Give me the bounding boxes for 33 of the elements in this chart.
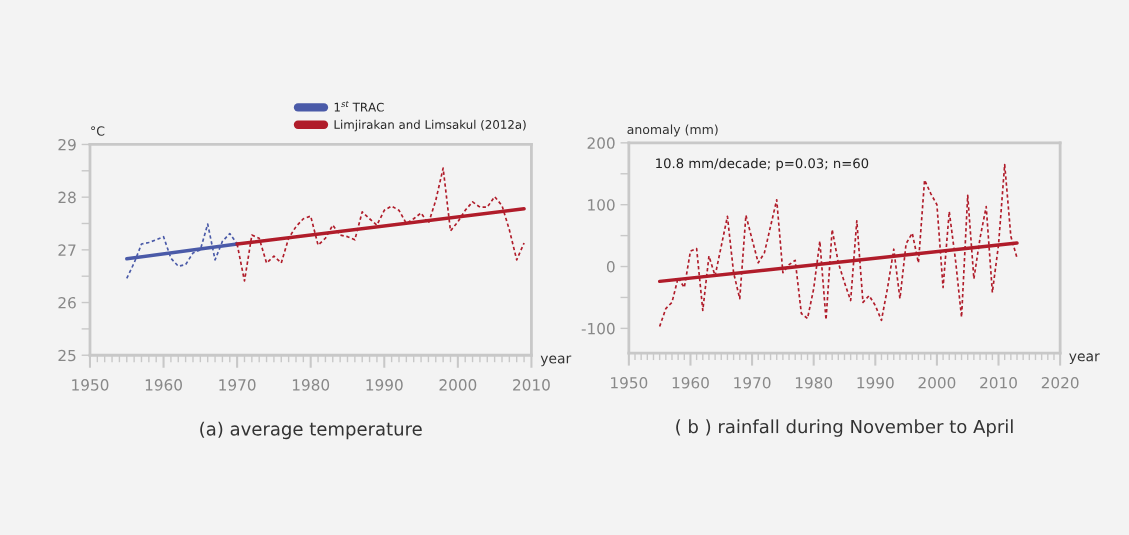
- x-tick-label: 1960: [672, 376, 709, 389]
- y-tick-label: 26: [58, 297, 76, 309]
- y-tick-label: 29: [58, 138, 76, 151]
- y-tick-label: 100: [588, 199, 615, 211]
- x-tick-label: 2020: [1041, 376, 1079, 389]
- x-axis-title: year: [1069, 353, 1100, 365]
- x-tick-label: 1960: [145, 379, 182, 391]
- x-tick-label: 2010: [980, 376, 1017, 389]
- x-tick-label: 1980: [795, 376, 833, 389]
- y-tick-label: 0: [606, 260, 615, 273]
- y-tick-label: 28: [58, 191, 76, 204]
- x-tick-label: 1990: [366, 379, 403, 391]
- legend-label: 1$^{st}$ TRAC: [334, 101, 384, 112]
- y-tick-label: 27: [58, 244, 76, 256]
- y-tick-label: 200: [587, 137, 615, 149]
- y-axis-title: anomaly (mm): [627, 124, 718, 137]
- x-tick-label: 2000: [918, 376, 956, 389]
- annotation: 10.8 mm/decade; p=0.03; n=60: [656, 158, 869, 171]
- x-tick-label: 1980: [292, 379, 330, 391]
- x-tick-label: 1950: [611, 376, 648, 389]
- text: (a) average temperature: [200, 421, 422, 440]
- y-axis-title: °C: [91, 126, 105, 136]
- y-tick-label: -100: [581, 322, 615, 335]
- x-tick-label: 1970: [734, 376, 771, 389]
- x-tick-label: 1970: [219, 379, 256, 391]
- x-tick-label: 2000: [439, 379, 477, 391]
- x-tick-label: 2010: [513, 379, 550, 391]
- x-tick-label: 1990: [857, 376, 894, 389]
- x-axis-title: year: [540, 355, 572, 367]
- legend-label: Limjirakan and Limsakul (2012a): [334, 119, 526, 132]
- y-tick-label: 25: [58, 349, 76, 362]
- text: ( b ) rainfall during November to April: [676, 419, 1013, 437]
- x-tick-label: 1950: [72, 379, 109, 391]
